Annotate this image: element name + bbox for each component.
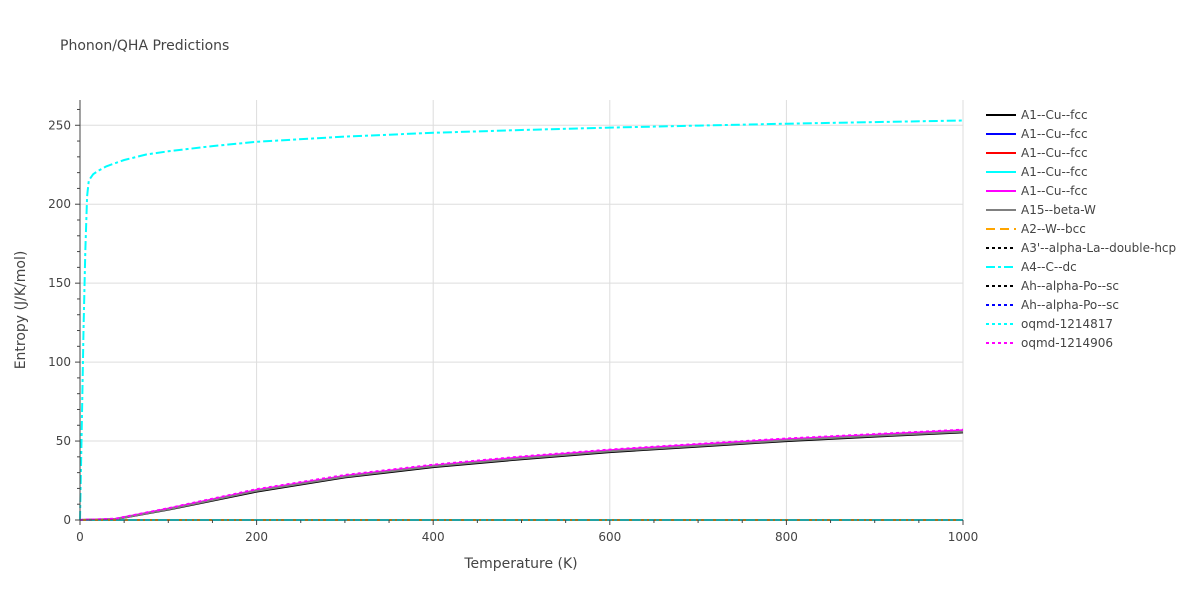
- legend-label: A4--C--dc: [1021, 260, 1077, 274]
- legend-label: A1--Cu--fcc: [1021, 165, 1088, 179]
- legend-item[interactable]: Ah--alpha-Po--sc: [986, 279, 1119, 293]
- x-tick-label: 0: [76, 530, 84, 544]
- x-tick-label: 400: [422, 530, 445, 544]
- y-tick-label: 200: [48, 197, 71, 211]
- y-tick-label: 250: [48, 118, 71, 132]
- y-tick-label: 150: [48, 276, 71, 290]
- x-tick-label: 600: [598, 530, 621, 544]
- legend-item[interactable]: A3'--alpha-La--double-hcp: [986, 241, 1176, 255]
- legend-label: Ah--alpha-Po--sc: [1021, 298, 1119, 312]
- x-tick-label: 200: [245, 530, 268, 544]
- y-tick-label: 100: [48, 355, 71, 369]
- series-layer: [79, 119, 964, 521]
- series-line-1: [79, 431, 964, 521]
- legend-item[interactable]: A1--Cu--fcc: [986, 184, 1088, 198]
- legend-label: A1--Cu--fcc: [1021, 184, 1088, 198]
- x-tick-label: 1000: [948, 530, 979, 544]
- series-line-9: [79, 119, 964, 521]
- y-axis-label: Entropy (J/K/mol): [13, 251, 29, 370]
- series-line-6: [79, 430, 964, 521]
- series-line-13: [79, 428, 964, 521]
- x-axis-label: Temperature (K): [463, 556, 577, 572]
- y-tick-label: 0: [63, 513, 71, 527]
- axes: [75, 100, 964, 525]
- legend-item[interactable]: A2--W--bcc: [986, 222, 1086, 236]
- legend-item[interactable]: A1--Cu--fcc: [986, 108, 1088, 122]
- legend-item[interactable]: A1--Cu--fcc: [986, 165, 1088, 179]
- x-tick-labels: 0 200 400 600 800 1000: [76, 530, 978, 544]
- legend-label: A1--Cu--fcc: [1021, 146, 1088, 160]
- legend-label: A1--Cu--fcc: [1021, 108, 1088, 122]
- legend-label: Ah--alpha-Po--sc: [1021, 279, 1119, 293]
- legend[interactable]: A1--Cu--fcc A1--Cu--fcc A1--Cu--fcc A1--Cu-…: [986, 108, 1176, 350]
- legend-item[interactable]: Ah--alpha-Po--sc: [986, 298, 1119, 312]
- legend-label: A2--W--bcc: [1021, 222, 1086, 236]
- legend-label: A3'--alpha-La--double-hcp: [1021, 241, 1176, 255]
- legend-item[interactable]: A15--beta-W: [986, 203, 1096, 217]
- y-tick-label: 50: [56, 434, 71, 448]
- legend-item[interactable]: oqmd-1214817: [986, 317, 1113, 331]
- legend-item[interactable]: oqmd-1214906: [986, 336, 1113, 350]
- series-line-5: [79, 429, 964, 521]
- x-tick-label: 800: [775, 530, 798, 544]
- legend-label: oqmd-1214906: [1021, 336, 1113, 350]
- legend-item[interactable]: A1--Cu--fcc: [986, 146, 1088, 160]
- legend-label: A1--Cu--fcc: [1021, 127, 1088, 141]
- chart-title: Phonon/QHA Predictions: [60, 38, 229, 54]
- legend-item[interactable]: A1--Cu--fcc: [986, 127, 1088, 141]
- legend-label: A15--beta-W: [1021, 203, 1096, 217]
- legend-label: oqmd-1214817: [1021, 317, 1113, 331]
- legend-item[interactable]: A4--C--dc: [986, 260, 1077, 274]
- y-tick-labels: 0 50 100 150 200 250: [48, 118, 71, 527]
